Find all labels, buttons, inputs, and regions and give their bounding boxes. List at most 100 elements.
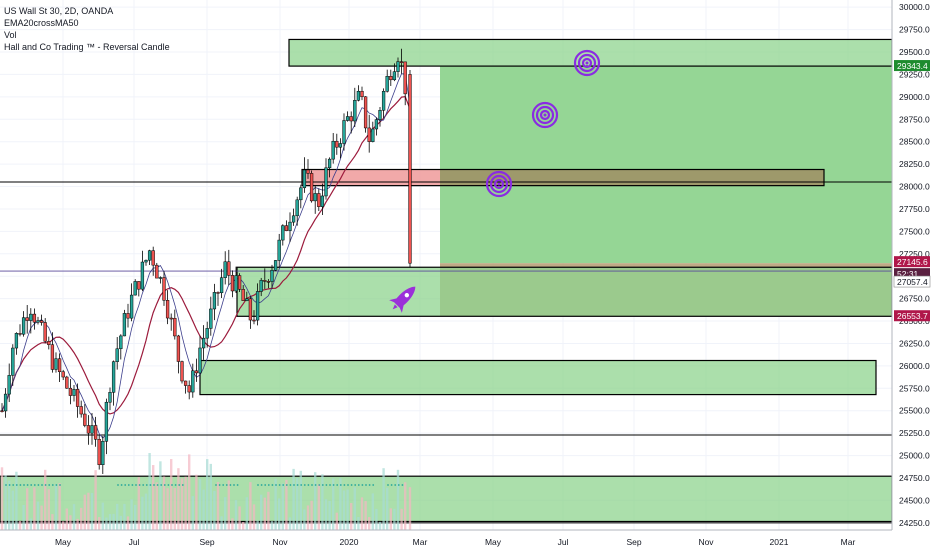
candle[interactable] [227, 249, 231, 286]
candle[interactable] [342, 113, 346, 151]
candle[interactable] [396, 57, 400, 78]
candle[interactable] [317, 188, 321, 212]
candle[interactable] [291, 208, 296, 226]
candle[interactable] [137, 281, 141, 297]
candle[interactable] [363, 96, 368, 133]
candle[interactable] [36, 316, 40, 325]
candle[interactable] [97, 434, 101, 470]
candle[interactable] [133, 279, 137, 296]
candle[interactable] [54, 352, 58, 373]
target-icon[interactable] [573, 49, 601, 77]
candle[interactable] [374, 117, 379, 136]
candle[interactable] [147, 249, 152, 265]
candle[interactable] [50, 332, 55, 373]
candle[interactable] [83, 404, 87, 428]
candle[interactable] [234, 266, 238, 294]
candle[interactable] [126, 303, 130, 328]
candle[interactable] [252, 310, 256, 325]
candle[interactable] [176, 334, 181, 374]
candle[interactable] [259, 277, 263, 297]
candle[interactable] [86, 415, 91, 445]
target-icon[interactable] [531, 101, 559, 129]
indicator-ema[interactable]: EMA20crossMA50 [4, 18, 79, 28]
candle[interactable] [155, 262, 159, 279]
candle[interactable] [223, 251, 227, 285]
candle[interactable] [306, 159, 310, 179]
candle[interactable] [353, 87, 357, 128]
candle[interactable] [209, 296, 213, 336]
candle[interactable] [115, 337, 119, 370]
candle[interactable] [288, 212, 292, 243]
candle[interactable] [266, 279, 271, 289]
candle[interactable] [144, 259, 148, 266]
candle[interactable] [32, 308, 37, 330]
candle[interactable] [151, 246, 155, 276]
candle[interactable] [191, 363, 195, 398]
price-tag[interactable]: 27057.4 [893, 275, 931, 288]
candle[interactable] [165, 290, 170, 325]
indicator-reversal[interactable]: Hall and Co Trading ™ - Reversal Candle [4, 42, 170, 52]
candle[interactable] [93, 416, 98, 447]
candle[interactable] [327, 157, 332, 178]
candle[interactable] [230, 270, 235, 298]
candle[interactable] [90, 413, 94, 445]
candle[interactable] [299, 184, 303, 209]
candle[interactable] [248, 296, 253, 329]
candle[interactable] [389, 69, 393, 86]
price-tag[interactable]: 26553.7 [894, 310, 930, 322]
candle[interactable] [169, 313, 173, 331]
candle[interactable] [309, 170, 314, 203]
candle[interactable] [29, 308, 33, 334]
candle[interactable] [183, 380, 188, 394]
candle[interactable] [255, 283, 260, 326]
candle[interactable] [378, 107, 382, 127]
candle[interactable] [39, 314, 44, 326]
candle[interactable] [335, 133, 339, 155]
candle[interactable] [162, 271, 166, 306]
candle[interactable] [25, 305, 29, 334]
candle[interactable] [61, 369, 65, 381]
candle[interactable] [173, 309, 177, 340]
candle[interactable] [277, 233, 281, 268]
candle[interactable] [180, 360, 184, 384]
lower-demand-zone[interactable] [199, 359, 877, 396]
candle[interactable] [392, 63, 397, 82]
candle[interactable] [119, 334, 123, 360]
candle[interactable] [11, 344, 15, 386]
candle[interactable] [360, 86, 364, 101]
candle[interactable] [205, 321, 209, 348]
candle[interactable] [108, 387, 112, 411]
candle[interactable] [331, 133, 335, 164]
candle[interactable] [72, 384, 76, 402]
candle[interactable] [281, 224, 285, 246]
candle[interactable] [367, 114, 371, 153]
candle[interactable] [21, 311, 26, 337]
candle[interactable] [7, 363, 11, 403]
candle[interactable] [101, 435, 105, 474]
candle[interactable] [302, 157, 307, 193]
candle[interactable] [18, 324, 22, 337]
indicator-volume[interactable]: Vol [4, 30, 17, 40]
candle[interactable] [338, 138, 343, 159]
candle[interactable] [212, 283, 217, 321]
candle[interactable] [47, 336, 51, 350]
candle[interactable] [241, 285, 245, 301]
candle[interactable] [3, 388, 8, 418]
candle[interactable] [320, 183, 325, 216]
candle[interactable] [245, 291, 249, 302]
candle[interactable] [349, 111, 353, 134]
price-tag[interactable]: 27145.6 [894, 256, 930, 268]
candle[interactable] [122, 309, 127, 337]
candle[interactable] [399, 48, 404, 74]
candle[interactable] [371, 121, 375, 143]
candle[interactable] [313, 185, 317, 214]
candle[interactable] [356, 85, 361, 102]
candle[interactable] [129, 283, 134, 322]
price-tag[interactable]: 52:31 [894, 268, 930, 280]
candle[interactable] [79, 400, 83, 418]
candle[interactable] [111, 360, 116, 406]
target-icon[interactable] [485, 170, 513, 198]
demand-zone[interactable] [236, 266, 893, 317]
